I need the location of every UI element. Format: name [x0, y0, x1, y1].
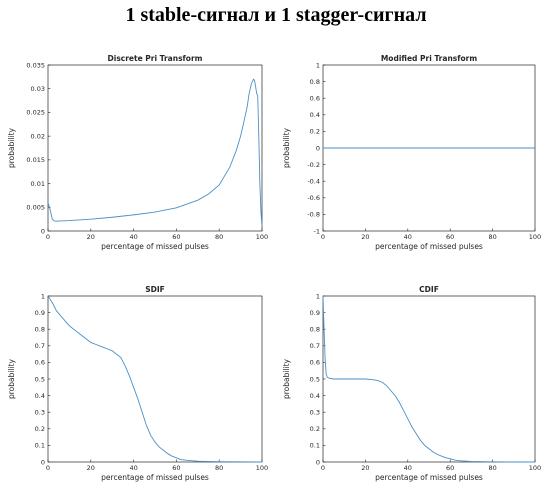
- discrete-pri-transform-ytick-label: 0.03: [31, 85, 45, 93]
- discrete-pri-transform-ytick-label: 0.025: [26, 109, 45, 117]
- sdif-ytick-label: 1: [41, 292, 45, 300]
- sdif-ytick-label: 0.5: [35, 375, 45, 383]
- modified-pri-transform-title: Modified Pri Transform: [381, 54, 478, 63]
- discrete-pri-transform-series-line: [47, 78, 263, 227]
- discrete-pri-transform-ytick-label: 0.035: [26, 61, 45, 69]
- discrete-pri-transform-ytick-label: 0.015: [26, 156, 45, 164]
- cdif-ytick-label: 0.6: [310, 359, 320, 367]
- page-title: 1 stable-сигнал и 1 stagger-сигнал: [125, 4, 427, 26]
- sdif-ytick-label: 0.9: [35, 309, 45, 317]
- cdif-ytick-label: 0.1: [310, 442, 320, 450]
- discrete-pri-transform-xlabel: percentage of missed pulses: [101, 242, 209, 251]
- modified-pri-transform-ylabel: probability: [282, 127, 291, 168]
- discrete-pri-transform-plot-area: [47, 64, 263, 232]
- cdif-ytick-label: 0.5: [310, 375, 320, 383]
- sdif-xtick-label: 80: [215, 464, 223, 472]
- cdif-xtick-label: 0: [321, 464, 325, 472]
- cdif-ytick-label: 0.7: [310, 342, 320, 350]
- sdif-ytick-label: 0.1: [35, 442, 45, 450]
- modified-pri-transform-ytick-label: -0.4: [307, 178, 320, 186]
- modified-pri-transform-ytick-label: 1: [316, 61, 320, 69]
- cdif-ylabel: probability: [282, 358, 291, 399]
- cdif-ytick-label: 1: [316, 292, 320, 300]
- modified-pri-transform-xtick-label: 80: [488, 233, 496, 241]
- modified-pri-transform-ytick-label: -0.2: [307, 161, 320, 169]
- discrete-pri-transform-xtick-label: 0: [46, 233, 50, 241]
- discrete-pri-transform-ytick-label: 0: [41, 227, 45, 235]
- modified-pri-transform-xtick-label: 20: [361, 233, 369, 241]
- sdif-ytick-label: 0.3: [35, 409, 45, 417]
- modified-pri-transform-ytick-label: 0: [316, 144, 320, 152]
- sdif-chart: SDIF 0 20 40 60 80 100 0 0.1 0.2 0.3 0.4 0.5 0.6 0.7 0.…: [7, 285, 268, 482]
- sdif-ylabel: probability: [7, 358, 16, 399]
- modified-pri-transform-xtick-label: 40: [404, 233, 412, 241]
- modified-pri-transform-ytick-label: -0.6: [307, 194, 320, 202]
- sdif-plot-area: [47, 295, 263, 463]
- cdif-chart: CDIF 0 20 40 60 80 100 0 0.1 0.2 0.3 0.4 0.5 0.6 0.7 0.…: [282, 285, 541, 482]
- sdif-series-line: [47, 295, 263, 463]
- modified-pri-transform-xlabel: percentage of missed pulses: [375, 242, 483, 251]
- sdif-ytick-label: 0.8: [35, 326, 45, 334]
- discrete-pri-transform-chart: Discrete Pri Transform 0 20 40 60 80 100 0 0.005…: [7, 54, 268, 251]
- modified-pri-transform-ytick-label: 0.2: [310, 128, 320, 136]
- modified-pri-transform-ytick-label: -1: [314, 227, 320, 235]
- sdif-ytick-label: 0.7: [35, 342, 45, 350]
- sdif-ytick-label: 0: [41, 458, 45, 466]
- discrete-pri-transform-xtick-label: 100: [256, 233, 268, 241]
- discrete-pri-transform-ytick-label: 0.01: [31, 180, 45, 188]
- sdif-xtick-label: 20: [87, 464, 95, 472]
- modified-pri-transform-ytick-label: 0.6: [310, 95, 320, 103]
- sdif-xtick-label: 0: [46, 464, 50, 472]
- discrete-pri-transform-xtick-label: 20: [87, 233, 95, 241]
- sdif-xtick-label: 60: [172, 464, 180, 472]
- cdif-xtick-label: 80: [488, 464, 496, 472]
- discrete-pri-transform-xtick-label: 60: [172, 233, 180, 241]
- sdif-xlabel: percentage of missed pulses: [101, 473, 209, 482]
- cdif-xtick-label: 20: [361, 464, 369, 472]
- sdif-xtick-label: 100: [256, 464, 268, 472]
- modified-pri-transform-ytick-label: -0.8: [307, 211, 320, 219]
- sdif-xtick-label: 40: [129, 464, 137, 472]
- modified-pri-transform-ytick-label: 0.4: [310, 111, 320, 119]
- cdif-xtick-label: 60: [446, 464, 454, 472]
- cdif-ytick-label: 0.8: [310, 326, 320, 334]
- discrete-pri-transform-xtick-label: 80: [215, 233, 223, 241]
- modified-pri-transform-xtick-label: 100: [529, 233, 541, 241]
- cdif-xlabel: percentage of missed pulses: [375, 473, 483, 482]
- cdif-ytick-label: 0.3: [310, 409, 320, 417]
- modified-pri-transform-ytick-label: 0.8: [310, 78, 320, 86]
- sdif-title: SDIF: [145, 285, 165, 294]
- sdif-ytick-label: 0.2: [35, 425, 45, 433]
- sdif-ytick-label: 0.4: [35, 392, 45, 400]
- cdif-ytick-label: 0: [316, 458, 320, 466]
- discrete-pri-transform-ytick-label: 0.005: [26, 204, 45, 212]
- modified-pri-transform-xtick-label: 0: [321, 233, 325, 241]
- cdif-ytick-label: 0.2: [310, 425, 320, 433]
- sdif-ytick-label: 0.6: [35, 359, 45, 367]
- modified-pri-transform-xtick-label: 60: [446, 233, 454, 241]
- discrete-pri-transform-ytick-label: 0.02: [31, 132, 45, 140]
- cdif-xtick-label: 40: [404, 464, 412, 472]
- cdif-ytick-label: 0.4: [310, 392, 320, 400]
- cdif-ytick-label: 0.9: [310, 309, 320, 317]
- cdif-xtick-label: 100: [529, 464, 541, 472]
- discrete-pri-transform-xtick-label: 40: [129, 233, 137, 241]
- discrete-pri-transform-title: Discrete Pri Transform: [108, 54, 203, 63]
- cdif-title: CDIF: [419, 285, 439, 294]
- modified-pri-transform-chart: Modified Pri Transform 0 20 40 60 80 100 -1 -0.8…: [282, 54, 541, 251]
- discrete-pri-transform-ylabel: probability: [7, 127, 16, 168]
- cdif-series-line: [322, 295, 535, 463]
